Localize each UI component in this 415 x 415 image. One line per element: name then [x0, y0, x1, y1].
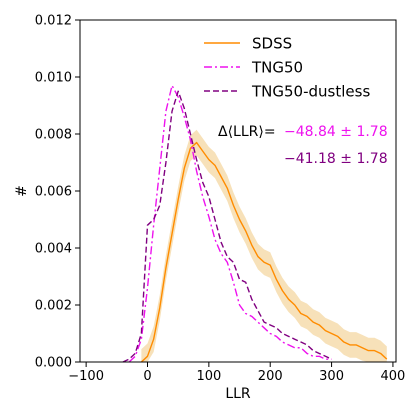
- x-tick-label: 400: [381, 369, 406, 384]
- legend: SDSS TNG50 TNG50-dustless: [204, 35, 370, 101]
- delta-llr-label: Δ⟨LLR⟩=: [218, 124, 276, 140]
- plot-frame: [79, 19, 397, 363]
- tng50-dustless-delta-value: −41.18 ± 1.78: [284, 151, 388, 167]
- sdss-legend-label: SDSS: [252, 35, 292, 53]
- tng50-dustless-legend-label: TNG50-dustless: [251, 83, 370, 101]
- x-tick-label: 0: [143, 369, 151, 384]
- y-tick-label: 0.002: [35, 299, 72, 314]
- tng50-legend-label: TNG50: [251, 59, 303, 77]
- x-tick-label: 300: [319, 369, 344, 384]
- tng50-line: [128, 84, 332, 363]
- y-tick-label: 0.010: [35, 71, 72, 86]
- y-tick-label: 0.004: [35, 242, 72, 257]
- x-axis-label: LLR: [225, 386, 251, 402]
- y-tick-label: 0.012: [35, 14, 72, 29]
- x-tick-label: 200: [258, 369, 283, 384]
- x-tick-label: 100: [196, 369, 221, 384]
- x-tick-label: −100: [68, 369, 104, 384]
- tng50-delta-value: −48.84 ± 1.78: [284, 124, 388, 140]
- sdss-line: [140, 141, 388, 363]
- series-lines: [122, 84, 388, 363]
- sdss-band: [141, 129, 387, 362]
- tng50-dustless-line: [122, 90, 332, 363]
- y-tick-label: 0.000: [35, 356, 72, 371]
- y-tick-label: 0.006: [35, 185, 72, 200]
- y-tick-label: 0.008: [35, 128, 72, 143]
- y-axis-label: #: [14, 185, 30, 197]
- y-axis-ticks: 0.000 0.002 0.004 0.006 0.008 0.010 0.012: [35, 14, 80, 371]
- x-axis-ticks: −100 0 100 200 300 400: [68, 362, 405, 384]
- uncertainty-bands: [141, 129, 387, 362]
